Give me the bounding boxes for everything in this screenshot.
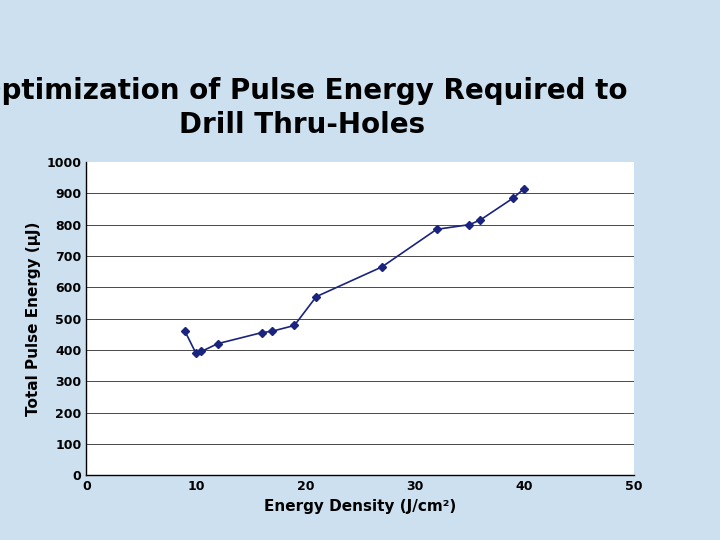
Text: Optimization of Pulse Energy Required to
Drill Thru-Holes: Optimization of Pulse Energy Required to… [0, 77, 627, 139]
Y-axis label: Total Pulse Energy (μJ): Total Pulse Energy (μJ) [26, 221, 41, 416]
X-axis label: Energy Density (J/cm²): Energy Density (J/cm²) [264, 498, 456, 514]
